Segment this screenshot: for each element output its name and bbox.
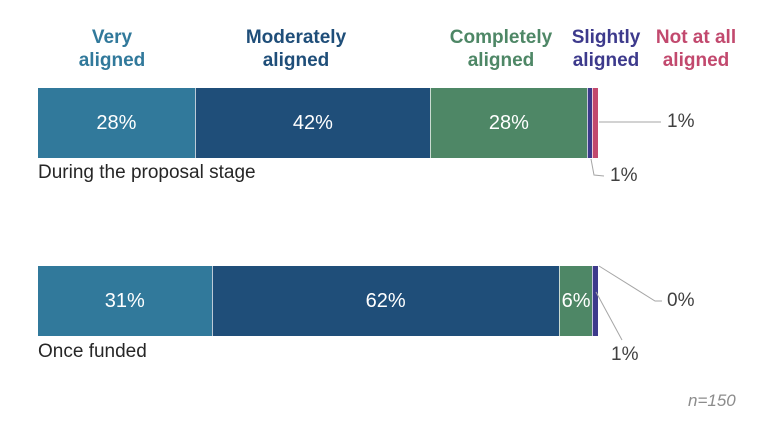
- sample-size-note: n=150: [688, 391, 736, 410]
- bar-segment-slightly-aligned: [592, 266, 598, 336]
- legend-label-line: Very: [91, 27, 133, 48]
- leader-proposal-slightly: [590, 158, 605, 177]
- legend-item-moderately-aligned: Moderately aligned: [216, 26, 376, 72]
- bar-segment-moderately-aligned: 62%: [211, 266, 559, 336]
- legend-item-very-aligned: Very aligned: [52, 26, 172, 72]
- leader-funded-not-at-all: [598, 265, 662, 302]
- callout-proposal-not-at-all: 1%: [667, 111, 695, 132]
- bar-segment-very-aligned: 28%: [38, 88, 195, 158]
- bar-during-proposal-stage: 28% 42% 28%: [38, 88, 598, 158]
- bar-segment-completely-aligned: 28%: [429, 88, 587, 158]
- bar-segment-slightly-aligned: [586, 88, 593, 158]
- callout-proposal-slightly: 1%: [610, 165, 638, 186]
- category-label-proposal-stage: During the proposal stage: [38, 162, 256, 183]
- category-label-once-funded: Once funded: [38, 341, 147, 362]
- callout-funded-slightly: 1%: [611, 344, 639, 365]
- legend-label-line: aligned: [262, 50, 330, 71]
- bar-segment-moderately-aligned: 42%: [194, 88, 430, 158]
- leader-funded-slightly: [595, 291, 623, 341]
- bar-segment-completely-aligned: 6%: [558, 266, 593, 336]
- legend-label-line: Completely: [449, 27, 553, 48]
- bar-segment-very-aligned: 31%: [38, 266, 212, 336]
- legend-label-line: aligned: [572, 50, 640, 71]
- bar-segment-not-at-all-aligned: [592, 88, 598, 158]
- legend-label-line: Not at all: [655, 27, 737, 48]
- callout-funded-not-at-all: 0%: [667, 290, 695, 311]
- legend-label-line: Slightly: [571, 27, 641, 48]
- bar-once-funded: 31% 62% 6%: [38, 266, 598, 336]
- legend-item-slightly-aligned: Slightly aligned: [551, 26, 661, 72]
- legend-item-not-at-all-aligned: Not at all aligned: [638, 26, 754, 72]
- legend-label-line: Moderately: [245, 27, 347, 48]
- legend-label-line: aligned: [662, 50, 730, 71]
- legend-label-line: aligned: [467, 50, 535, 71]
- legend-item-completely-aligned: Completely aligned: [426, 26, 576, 72]
- legend-label-line: aligned: [78, 50, 146, 71]
